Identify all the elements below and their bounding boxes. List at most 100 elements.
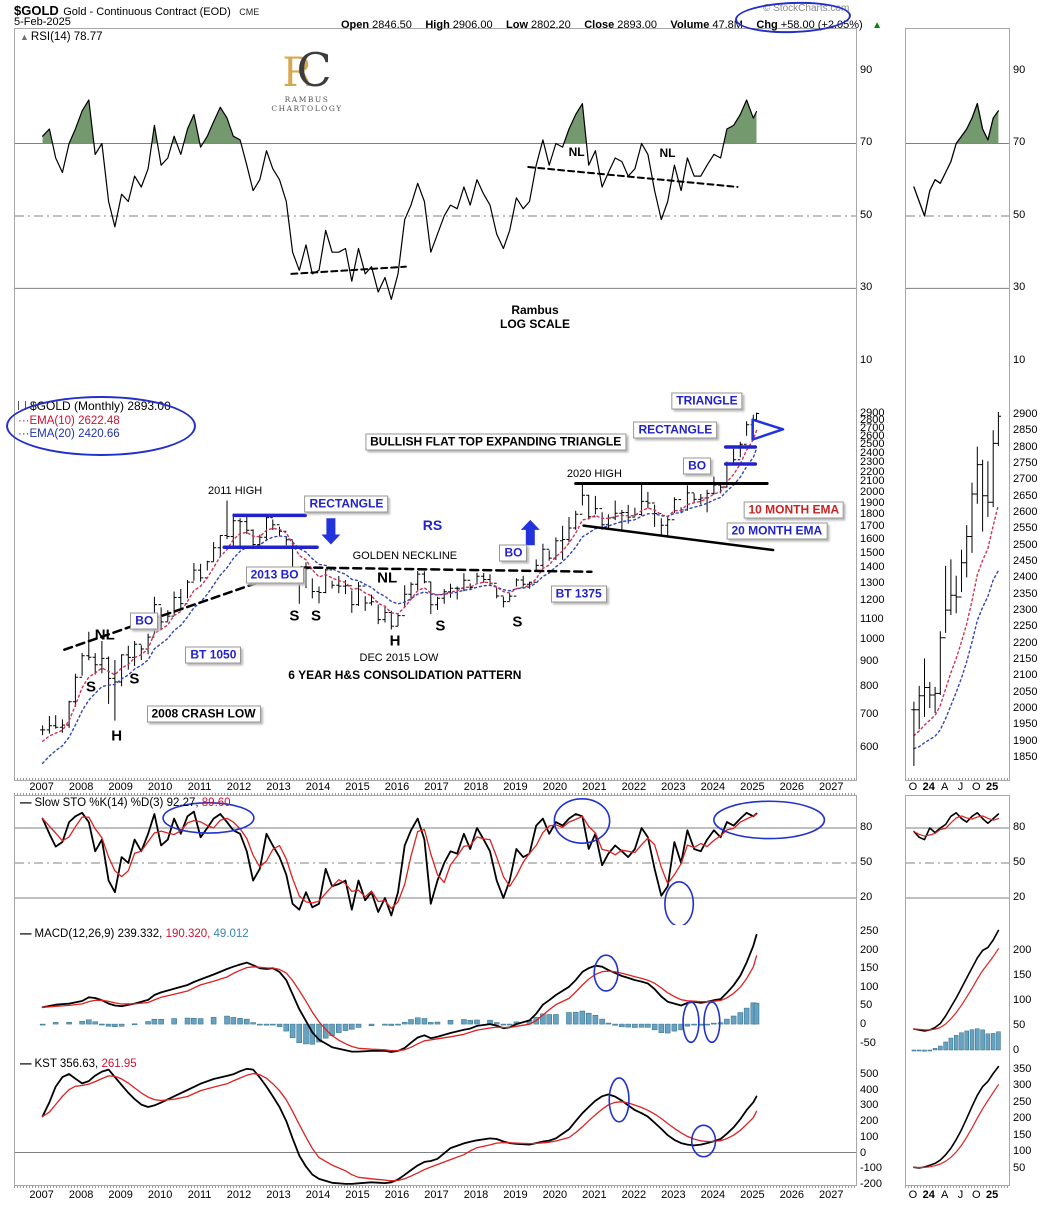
close-label: Close [584, 19, 615, 31]
sto-k-mini [913, 811, 1000, 841]
ema20-line [41, 448, 758, 765]
sto-k-value: 92.27, [166, 797, 199, 809]
ema20-legend: EMA(20) 2420.66 [29, 428, 120, 440]
y-axis-label: 2500 [1013, 538, 1038, 551]
x-axis-label: 2010 [147, 1189, 173, 1201]
year-axis-bottom: 2007 2008 2009 2010 2011 2012 2013 2014 2015 2016… [14, 1189, 855, 1202]
lower-trendline [582, 524, 775, 552]
macd-mini-signal [913, 948, 1000, 1031]
y-axis-label: 2100 [860, 475, 885, 488]
high-label: High [425, 19, 450, 31]
y-axis-label: 10 [860, 353, 873, 366]
x-axis-label: 2016 [384, 1189, 410, 1201]
x-axis-label: 2014 [305, 781, 331, 793]
y-axis-label: 200 [860, 943, 879, 956]
rambus-chartology-logo: RC Rambus Chartology [252, 47, 362, 113]
rsi-legend-text: RSI(14) 78.77 [30, 31, 103, 43]
y-axis-label: 2050 [1013, 685, 1038, 698]
y-axis-label: 600 [860, 741, 879, 754]
circle-2023-cross-a [682, 1001, 700, 1044]
macd-signal-line [41, 955, 758, 1052]
x-axis-label: 2019 [503, 781, 528, 793]
x-axis-label: A [940, 1189, 949, 1201]
y-axis-label: 2350 [1013, 587, 1038, 600]
y-axis-label: 1850 [1013, 751, 1038, 764]
y-axis-label: 400 [860, 1083, 879, 1096]
y-axis-label: 1100 [860, 612, 884, 625]
x-axis-label: 2015 [345, 781, 370, 793]
circle-2021-peak [593, 954, 619, 992]
circle-2023-low [664, 880, 695, 927]
x-axis-label: 2009 [108, 1189, 133, 1201]
month-axis-top: O 24 A J O 25 [905, 781, 1008, 794]
x-axis-label: O [972, 1189, 981, 1201]
high-value: 2906.00 [452, 19, 493, 31]
x-axis-label: 2020 [542, 1189, 568, 1201]
stochastic-mini-panel [905, 795, 1010, 927]
y-axis-label: 0 [1013, 1044, 1020, 1056]
x-axis-label: 2025 [740, 1189, 765, 1201]
watermark-line2: LOG SCALE [499, 317, 570, 331]
x-axis-label: 24 [922, 781, 935, 793]
x-axis-label: 2027 [819, 1189, 844, 1201]
price-legend-title: $GOLD (Monthly) 2893.00 [30, 399, 171, 413]
y-axis-label: 20 [1013, 890, 1026, 903]
rsi-mini-svg [906, 102, 1009, 289]
sto-legend: — Slow STO %K(14) %D(3) 92.27, 89.60 [20, 797, 231, 809]
watermark-line1: Rambus [511, 303, 559, 317]
x-axis-label: 2023 [661, 1189, 686, 1201]
y-axis-label: 0 [860, 1018, 867, 1031]
x-axis-label: 2018 [463, 781, 489, 793]
y-axis-label: 2150 [1013, 653, 1038, 666]
x-axis-label: 25 [986, 1189, 999, 1201]
low-label: Low [506, 19, 529, 31]
ema20-mini [913, 569, 1000, 750]
y-axis-label: 250 [1013, 1095, 1032, 1108]
open-label: Open [341, 19, 370, 31]
y-axis-label: 50 [1013, 1161, 1026, 1174]
x-axis-label: 2012 [226, 781, 252, 793]
macd-mini-svg [911, 929, 1001, 1052]
x-axis-label: J [957, 781, 964, 793]
gold-mini-bars [911, 412, 1001, 766]
y-axis-label: 200 [1013, 1112, 1032, 1125]
x-axis-label: 2012 [226, 1189, 252, 1201]
x-axis-label: 2017 [424, 781, 449, 793]
kst-panel [14, 1055, 857, 1186]
kst-main-svg [15, 1067, 856, 1185]
ema10-line [41, 429, 758, 742]
sto-k-line [41, 810, 758, 917]
y-axis-label: 700 [860, 708, 879, 721]
y-axis-label: 200 [860, 1115, 879, 1128]
ohlc-icon [18, 401, 26, 410]
golden-neckline [300, 566, 593, 574]
y-axis-label: 30 [860, 281, 873, 294]
y-axis-label: 250 [860, 924, 879, 937]
y-axis-label: 500 [860, 1067, 879, 1080]
y-axis-label: 1500 [860, 546, 885, 559]
y-axis-label: 90 [1013, 64, 1026, 77]
kst-signal-line [41, 1072, 758, 1182]
y-axis-label: 2000 [1013, 702, 1038, 715]
circle-2023-cross [690, 1124, 717, 1158]
rsi-mini-panel [905, 28, 1010, 397]
mini-price-axis: 90 70 50 30 10 2900 2850 2800 2750 2700 2650 2600 25… [1011, 0, 1049, 1207]
y-axis-label: 100 [1013, 1145, 1032, 1158]
x-axis-label: 2020 [542, 781, 568, 793]
y-axis-label: 2100 [1013, 669, 1038, 682]
macd-mini-histogram [911, 1028, 1001, 1052]
neckline-2009 [63, 566, 303, 651]
macd-mini-panel [905, 925, 1010, 1056]
x-axis-label: 2015 [345, 1189, 370, 1201]
x-axis-label: 2014 [305, 1189, 331, 1201]
rsi-legend: ▲ RSI(14) 78.77 [20, 31, 103, 43]
y-axis-label: 2500 [860, 438, 885, 451]
copyright: © StockCharts.com [763, 3, 850, 14]
macd-legend-label: MACD(12,26,9) [34, 928, 115, 940]
rsi-main-svg [15, 99, 856, 300]
circle-2011-top [162, 801, 255, 834]
rsi-neckline-2013 [290, 265, 407, 275]
x-axis-label: 2024 [700, 1189, 726, 1201]
x-axis-label: 2011 [187, 1189, 212, 1201]
y-axis-label: 50 [860, 208, 873, 221]
